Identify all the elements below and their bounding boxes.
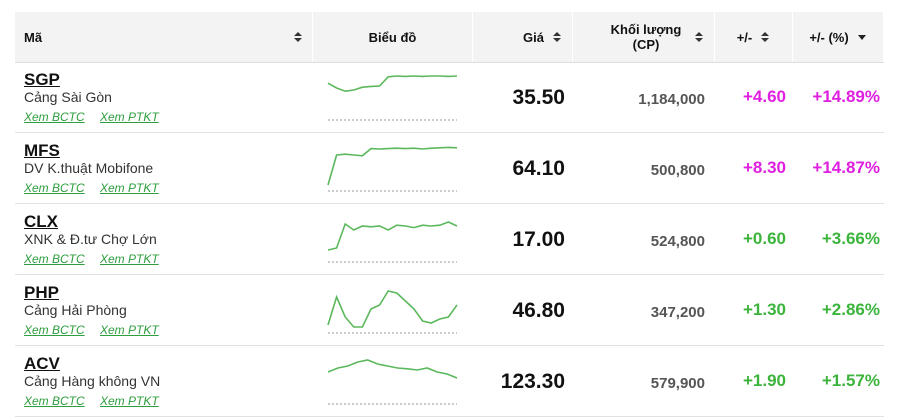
link-bctc[interactable]: Xem BCTC <box>24 181 85 195</box>
table-row: MFS DV K.thuật Mobifone Xem BCTC Xem PTKT 64… <box>15 133 884 204</box>
change-percent: +3.66% <box>821 229 880 248</box>
sparkline <box>327 75 458 121</box>
change: +8.30 <box>742 158 786 177</box>
column-header[interactable]: +/- <box>715 12 793 62</box>
sort-icon[interactable] <box>293 31 303 43</box>
sort-icon[interactable] <box>760 31 770 43</box>
column-label: Mã <box>24 29 43 45</box>
company-name: DV K.thuật Mobifone <box>24 160 154 176</box>
link-bctc[interactable]: Xem BCTC <box>24 110 85 124</box>
volume: 347,200 <box>650 304 705 321</box>
column-label: Giá <box>523 29 544 45</box>
change-percent: +14.87% <box>812 158 880 177</box>
sparkline-line <box>327 75 458 93</box>
column-label: Khối lượng (CP) <box>610 22 682 52</box>
company-name: Cảng Sài Gòn <box>24 89 112 105</box>
change: +1.90 <box>742 371 786 390</box>
link-bctc[interactable]: Xem BCTC <box>24 323 85 337</box>
column-header: Biểu đồ <box>313 12 473 62</box>
sparkline <box>327 221 458 263</box>
change-percent: +1.57% <box>821 371 880 390</box>
link-ptkt[interactable]: Xem PTKT <box>100 181 159 195</box>
change: +0.60 <box>742 229 786 248</box>
price: 35.50 <box>512 86 565 109</box>
sparkline <box>327 146 458 192</box>
table-header: Mã Biểu đồ Giá Khối lượng (CP) +/- +/- (%) <box>15 12 884 63</box>
volume: 500,800 <box>650 162 705 179</box>
price: 46.80 <box>512 299 565 322</box>
table-row: ACV Cảng Hàng không VN Xem BCTC Xem PTKT 123… <box>15 346 884 417</box>
column-label: +/- (%) <box>809 29 849 45</box>
volume: 1,184,000 <box>638 91 705 108</box>
stock-code[interactable]: CLX <box>24 212 58 231</box>
stock-code[interactable]: MFS <box>24 141 60 160</box>
company-name: Cảng Hải Phòng <box>24 302 127 318</box>
price: 123.30 <box>500 370 565 393</box>
company-name: XNK & Đ.tư Chợ Lớn <box>24 231 157 247</box>
change: +1.30 <box>742 300 786 319</box>
stock-code[interactable]: PHP <box>24 283 59 302</box>
link-ptkt[interactable]: Xem PTKT <box>100 323 159 337</box>
stock-code[interactable]: SGP <box>24 70 60 89</box>
sparkline-line <box>327 290 458 328</box>
sort-icon[interactable] <box>857 31 867 43</box>
volume: 524,800 <box>650 233 705 250</box>
stock-code[interactable]: ACV <box>24 354 60 373</box>
link-bctc[interactable]: Xem BCTC <box>24 252 85 266</box>
price: 17.00 <box>512 228 565 251</box>
sort-icon[interactable] <box>694 31 704 43</box>
column-label: Biểu đồ <box>368 29 417 45</box>
sort-icon[interactable] <box>552 31 562 43</box>
column-header[interactable]: Mã <box>15 12 313 62</box>
sparkline-line <box>327 221 458 251</box>
table-row: CLX XNK & Đ.tư Chợ Lớn Xem BCTC Xem PTKT 17.… <box>15 204 884 275</box>
volume: 579,900 <box>650 375 705 392</box>
link-ptkt[interactable]: Xem PTKT <box>100 252 159 266</box>
link-ptkt[interactable]: Xem PTKT <box>100 394 159 408</box>
column-header[interactable]: Khối lượng (CP) <box>573 12 715 62</box>
stock-table: Mã Biểu đồ Giá Khối lượng (CP) +/- +/- (%) SG… <box>15 12 884 417</box>
column-header[interactable]: Giá <box>473 12 573 62</box>
link-bctc[interactable]: Xem BCTC <box>24 394 85 408</box>
change: +4.60 <box>742 87 786 106</box>
sparkline-line <box>327 146 458 186</box>
price: 64.10 <box>512 157 565 180</box>
table-row: PHP Cảng Hải Phòng Xem BCTC Xem PTKT 46.80 34… <box>15 275 884 346</box>
sparkline-line <box>327 359 458 379</box>
column-header[interactable]: +/- (%) <box>793 12 884 62</box>
sparkline <box>327 359 458 405</box>
table-row: SGP Cảng Sài Gòn Xem BCTC Xem PTKT 35.50 1,18… <box>15 62 884 133</box>
change-percent: +14.89% <box>812 87 880 106</box>
company-name: Cảng Hàng không VN <box>24 373 161 389</box>
change-percent: +2.86% <box>821 300 880 319</box>
link-ptkt[interactable]: Xem PTKT <box>100 110 159 124</box>
sparkline <box>327 290 458 334</box>
column-label: +/- <box>736 29 753 45</box>
